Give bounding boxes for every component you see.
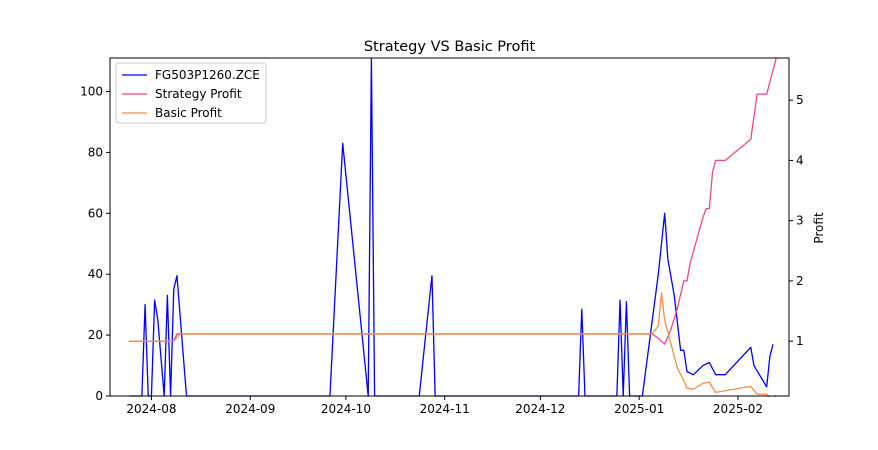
x-tick-label: 2024-11 bbox=[420, 402, 470, 416]
y-left-tick-label: 40 bbox=[88, 267, 103, 281]
y-right-tick-label: 5 bbox=[796, 93, 804, 107]
x-tick-label: 2024-10 bbox=[321, 402, 371, 416]
legend-label: Strategy Profit bbox=[155, 87, 242, 101]
y-axis-left: 0 20 40 60 80 100 bbox=[80, 84, 110, 403]
legend-label: Basic Profit bbox=[155, 106, 222, 120]
legend-label: FG503P1260.ZCE bbox=[155, 68, 260, 82]
y-axis-right: 1 2 3 4 5 bbox=[789, 93, 804, 348]
y-right-tick-label: 1 bbox=[796, 334, 804, 348]
series-line-strategy-profit bbox=[129, 58, 777, 345]
series-line-basic-profit bbox=[129, 292, 777, 397]
y-right-tick-label: 2 bbox=[796, 274, 804, 288]
plot-frame bbox=[109, 57, 790, 397]
x-tick-label: 2025-01 bbox=[614, 402, 664, 416]
x-axis: 2024-08 2024-09 2024-10 2024-11 2024-12 2025-… bbox=[126, 396, 763, 416]
x-tick-label: 2024-09 bbox=[225, 402, 275, 416]
y-left-tick-label: 100 bbox=[80, 84, 103, 98]
legend: FG503P1260.ZCE Strategy Profit Basic Profi… bbox=[115, 62, 267, 124]
x-tick-label: 2024-12 bbox=[515, 402, 565, 416]
y-left-tick-label: 0 bbox=[95, 389, 103, 403]
y-left-tick-label: 60 bbox=[88, 206, 103, 220]
y-right-tick-label: 4 bbox=[796, 153, 804, 167]
y-left-tick-label: 20 bbox=[88, 328, 103, 342]
legend-box bbox=[115, 62, 267, 124]
y-axis-right-label: Profit bbox=[812, 212, 826, 244]
x-tick-label: 2024-08 bbox=[126, 402, 176, 416]
y-right-tick-label: 3 bbox=[796, 214, 804, 228]
chart-title: Strategy VS Basic Profit bbox=[364, 39, 536, 55]
x-tick-label: 2025-02 bbox=[713, 402, 763, 416]
y-left-tick-label: 80 bbox=[88, 145, 103, 159]
